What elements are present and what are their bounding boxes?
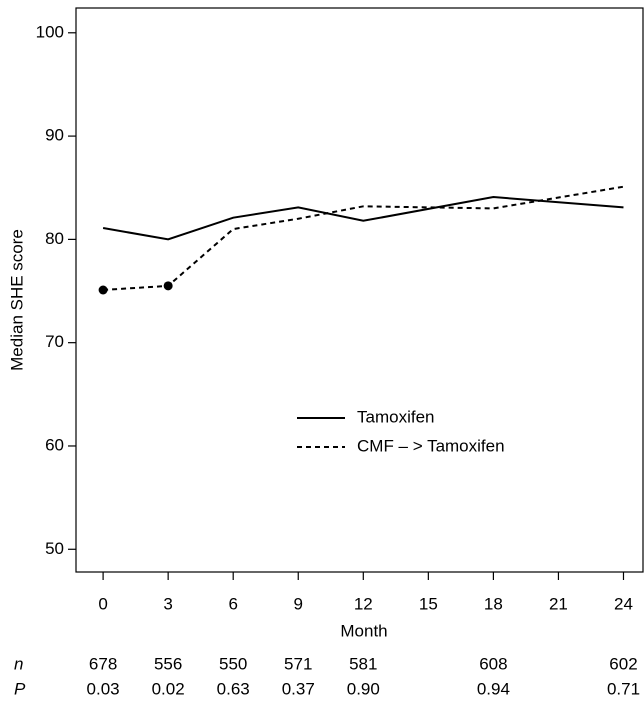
x-tick-label: 18 bbox=[484, 594, 503, 613]
y-tick-label: 90 bbox=[45, 126, 64, 145]
n-value: 678 bbox=[89, 654, 117, 673]
n-value: 581 bbox=[349, 654, 377, 673]
y-tick-label: 80 bbox=[45, 229, 64, 248]
n-value: 550 bbox=[219, 654, 247, 673]
y-tick-label: 70 bbox=[45, 332, 64, 351]
p-label: P bbox=[14, 679, 26, 698]
x-tick-label: 12 bbox=[354, 594, 373, 613]
p-value: 0.63 bbox=[217, 679, 250, 698]
n-label: n bbox=[14, 654, 23, 673]
plot-frame bbox=[75, 7, 644, 573]
series-line bbox=[103, 185, 624, 291]
n-value: 608 bbox=[479, 654, 507, 673]
x-tick-label: 15 bbox=[419, 594, 438, 613]
x-tick-label: 0 bbox=[98, 594, 107, 613]
n-value: 602 bbox=[609, 654, 637, 673]
y-axis-label: Median SHE score bbox=[7, 229, 26, 371]
y-tick-label: 100 bbox=[36, 22, 64, 41]
series-line bbox=[102, 196, 624, 241]
x-tick-label: 21 bbox=[549, 594, 568, 613]
legend-label: CMF – > Tamoxifen bbox=[357, 436, 505, 455]
p-value: 0.02 bbox=[152, 679, 185, 698]
x-tick-label: 9 bbox=[294, 594, 303, 613]
x-tick-label: 6 bbox=[228, 594, 237, 613]
p-value: 0.94 bbox=[477, 679, 510, 698]
p-value: 0.37 bbox=[282, 679, 315, 698]
p-value: 0.03 bbox=[87, 679, 120, 698]
y-tick-label: 60 bbox=[45, 435, 64, 454]
n-value: 556 bbox=[154, 654, 182, 673]
point-marker bbox=[163, 281, 173, 291]
y-tick-label: 50 bbox=[45, 539, 64, 558]
point-marker bbox=[98, 285, 108, 295]
p-value: 0.71 bbox=[607, 679, 640, 698]
x-tick-label: 3 bbox=[163, 594, 172, 613]
x-tick-label: 24 bbox=[614, 594, 633, 613]
x-axis-label: Month bbox=[340, 621, 387, 640]
legend-label: Tamoxifen bbox=[357, 407, 434, 426]
p-value: 0.90 bbox=[347, 679, 380, 698]
n-value: 571 bbox=[284, 654, 312, 673]
